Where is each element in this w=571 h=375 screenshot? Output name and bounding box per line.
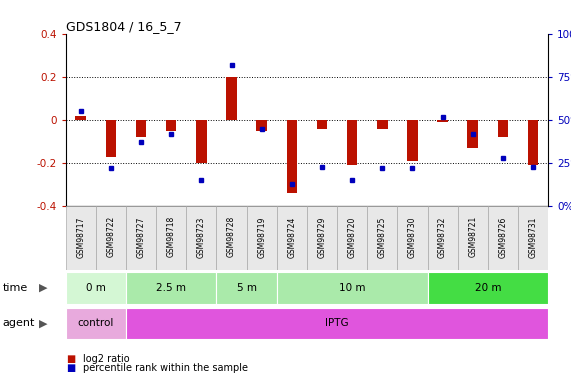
Bar — [437, 120, 448, 122]
Bar — [126, 272, 216, 304]
Bar — [277, 272, 428, 304]
Bar — [528, 120, 538, 165]
Bar — [247, 206, 277, 270]
Text: ■: ■ — [66, 354, 75, 364]
Bar — [106, 120, 116, 157]
Bar — [397, 206, 428, 270]
Bar — [458, 206, 488, 270]
Text: GSM98730: GSM98730 — [408, 216, 417, 258]
Bar — [287, 120, 297, 194]
Bar — [277, 206, 307, 270]
Text: GSM98732: GSM98732 — [438, 216, 447, 258]
Bar — [226, 77, 237, 120]
Text: GSM98725: GSM98725 — [378, 216, 387, 258]
Bar — [96, 206, 126, 270]
Bar — [317, 120, 327, 129]
Bar — [256, 120, 267, 131]
Text: agent: agent — [3, 318, 35, 328]
Bar — [66, 308, 126, 339]
Bar — [518, 206, 548, 270]
Text: GSM98719: GSM98719 — [257, 216, 266, 258]
Text: GSM98723: GSM98723 — [197, 216, 206, 258]
Text: GSM98722: GSM98722 — [106, 216, 115, 258]
Text: GSM98731: GSM98731 — [529, 216, 537, 258]
Bar — [337, 206, 367, 270]
Text: log2 ratio: log2 ratio — [83, 354, 130, 364]
Bar — [377, 120, 388, 129]
Text: 5 m: 5 m — [236, 283, 256, 293]
Text: GSM98729: GSM98729 — [317, 216, 327, 258]
Bar — [367, 206, 397, 270]
Bar — [216, 206, 247, 270]
Bar — [196, 120, 207, 163]
Text: ■: ■ — [66, 363, 75, 373]
Text: 2.5 m: 2.5 m — [156, 283, 186, 293]
Bar — [126, 308, 548, 339]
Text: GSM98728: GSM98728 — [227, 216, 236, 258]
Bar — [166, 120, 176, 131]
Text: 10 m: 10 m — [339, 283, 365, 293]
Bar — [347, 120, 357, 165]
Bar — [66, 206, 96, 270]
Bar — [407, 120, 418, 161]
Text: 20 m: 20 m — [475, 283, 501, 293]
Text: GDS1804 / 16_5_7: GDS1804 / 16_5_7 — [66, 20, 181, 33]
Bar — [428, 272, 548, 304]
Text: GSM98727: GSM98727 — [136, 216, 146, 258]
Bar — [186, 206, 216, 270]
Text: GSM98720: GSM98720 — [348, 216, 357, 258]
Bar — [156, 206, 186, 270]
Bar — [468, 120, 478, 148]
Text: IPTG: IPTG — [325, 318, 349, 328]
Text: 0 m: 0 m — [86, 283, 106, 293]
Bar — [428, 206, 458, 270]
Text: time: time — [3, 283, 28, 293]
Bar — [66, 272, 126, 304]
Bar — [498, 120, 508, 137]
Text: GSM98726: GSM98726 — [498, 216, 508, 258]
Bar — [216, 272, 277, 304]
Text: percentile rank within the sample: percentile rank within the sample — [83, 363, 248, 373]
Bar — [488, 206, 518, 270]
Bar — [75, 116, 86, 120]
Bar — [136, 120, 146, 137]
Text: GSM98724: GSM98724 — [287, 216, 296, 258]
Text: GSM98718: GSM98718 — [167, 216, 176, 258]
Text: ▶: ▶ — [39, 283, 47, 293]
Bar — [307, 206, 337, 270]
Text: GSM98717: GSM98717 — [77, 216, 85, 258]
Text: GSM98721: GSM98721 — [468, 216, 477, 258]
Bar — [126, 206, 156, 270]
Text: ▶: ▶ — [39, 318, 47, 328]
Text: control: control — [78, 318, 114, 328]
